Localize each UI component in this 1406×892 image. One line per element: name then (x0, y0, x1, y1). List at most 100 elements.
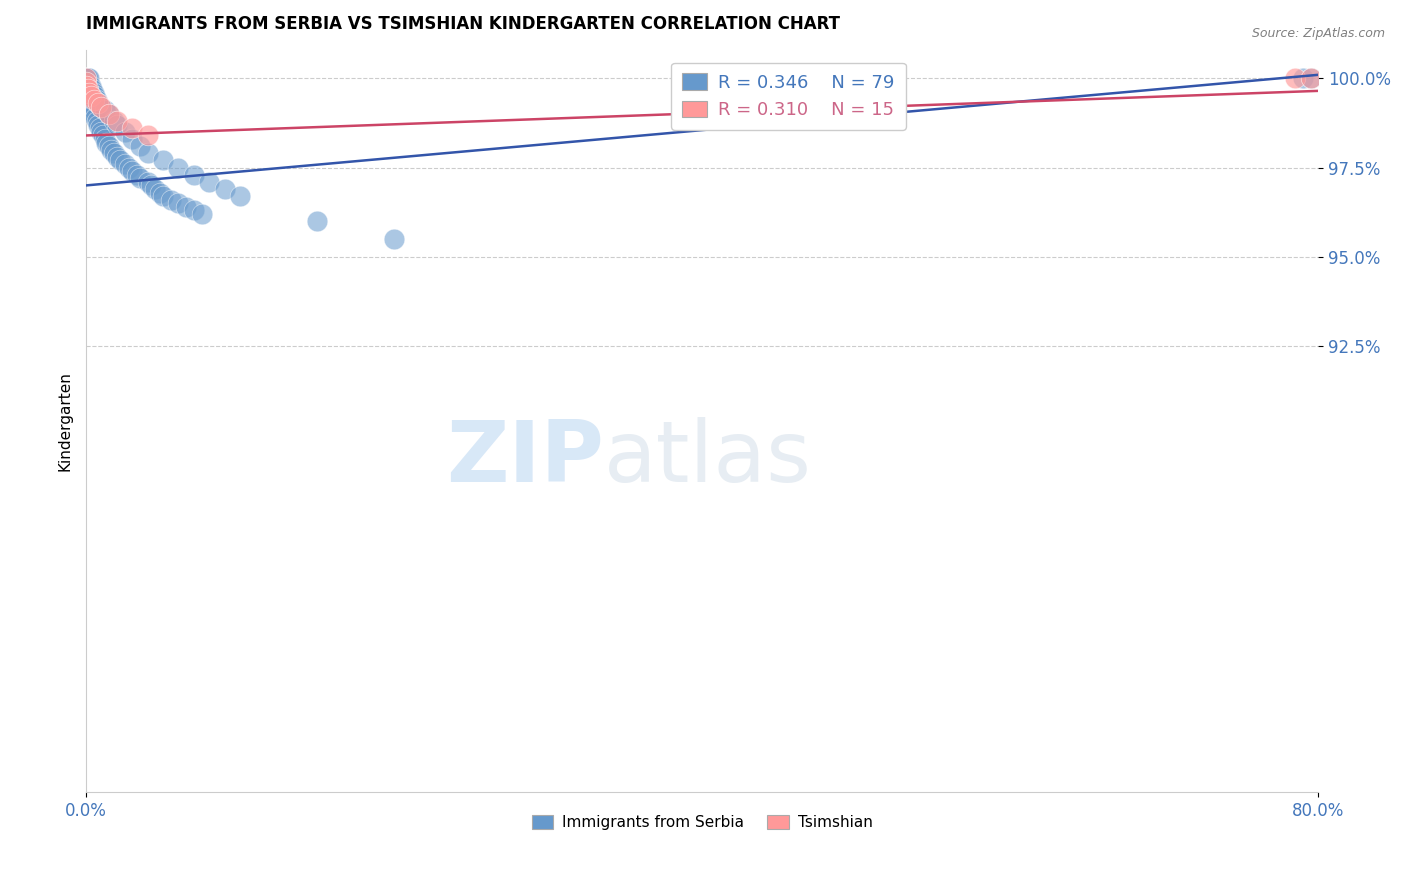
Point (1292, 71, 1315, 86)
Point (75, 75, 97, 89)
Point (98, 139, 121, 153)
Text: IMMIGRANTS FROM SERBIA VS TSIMSHIAN KINDERGARTEN CORRELATION CHART: IMMIGRANTS FROM SERBIA VS TSIMSHIAN KIND… (86, 15, 839, 33)
Point (1284, 71, 1306, 86)
Point (75, 71, 97, 86)
Point (76, 71, 98, 86)
Point (118, 161, 141, 175)
Point (80, 89, 103, 103)
Point (136, 146, 159, 161)
Text: atlas: atlas (603, 417, 811, 500)
Point (125, 168, 148, 182)
Legend: Immigrants from Serbia, Tsimshian: Immigrants from Serbia, Tsimshian (526, 809, 879, 837)
Point (77, 71, 100, 86)
Point (90, 100, 112, 114)
Point (105, 114, 128, 128)
Text: Source: ZipAtlas.com: Source: ZipAtlas.com (1251, 27, 1385, 40)
Point (93, 132, 115, 146)
Point (80, 93, 103, 107)
Point (149, 186, 172, 200)
Point (183, 203, 205, 218)
Point (103, 114, 125, 128)
Point (214, 182, 236, 196)
Point (108, 153, 131, 168)
Point (75, 71, 97, 86)
Point (139, 178, 162, 193)
Point (76, 75, 98, 89)
Point (75, 71, 97, 86)
Point (75, 71, 97, 86)
Point (1299, 71, 1322, 86)
Point (86, 93, 108, 107)
Point (77, 86, 100, 100)
Point (86, 114, 108, 128)
Point (90, 125, 112, 139)
Point (136, 175, 159, 189)
Point (152, 189, 174, 203)
Point (167, 196, 190, 211)
Point (129, 139, 152, 153)
Point (167, 161, 190, 175)
Point (103, 146, 125, 161)
Point (83, 107, 105, 121)
Point (229, 189, 252, 203)
Point (77, 86, 100, 100)
Point (129, 171, 152, 186)
Point (382, 232, 405, 246)
Point (83, 86, 105, 100)
Point (121, 164, 143, 178)
Point (152, 153, 174, 168)
Point (145, 182, 167, 196)
Point (98, 107, 121, 121)
Point (75, 71, 97, 86)
Point (198, 175, 221, 189)
Point (136, 128, 159, 143)
Point (159, 193, 181, 207)
Point (100, 143, 122, 157)
Point (307, 214, 329, 228)
Point (76, 75, 98, 89)
Point (76, 78, 98, 93)
Point (82, 82, 104, 96)
Point (84, 89, 107, 103)
Point (105, 118, 128, 132)
Point (1299, 71, 1322, 86)
Point (114, 125, 136, 139)
Point (94, 136, 117, 150)
Point (75, 71, 97, 86)
Point (75, 71, 97, 86)
Point (121, 132, 143, 146)
Point (75, 78, 97, 93)
Point (90, 100, 112, 114)
Point (82, 100, 104, 114)
Point (75, 71, 97, 86)
Point (83, 103, 105, 118)
Point (98, 107, 121, 121)
Point (91, 128, 114, 143)
Point (75, 71, 97, 86)
Point (84, 111, 107, 125)
Point (76, 82, 98, 96)
Point (80, 78, 103, 93)
Point (105, 150, 128, 164)
Point (80, 89, 103, 103)
Point (89, 121, 111, 136)
Point (77, 82, 100, 96)
Point (183, 168, 205, 182)
Point (75, 71, 97, 86)
Point (87, 118, 110, 132)
Point (75, 75, 97, 89)
Text: ZIP: ZIP (446, 417, 603, 500)
Point (121, 121, 143, 136)
Point (87, 96, 110, 111)
Point (82, 96, 104, 111)
Point (190, 207, 212, 221)
Point (174, 200, 197, 214)
Point (76, 82, 98, 96)
Y-axis label: Kindergarten: Kindergarten (58, 371, 72, 471)
Point (87, 96, 110, 111)
Point (93, 103, 115, 118)
Point (75, 71, 97, 86)
Point (75, 75, 97, 89)
Point (83, 93, 105, 107)
Point (114, 157, 136, 171)
